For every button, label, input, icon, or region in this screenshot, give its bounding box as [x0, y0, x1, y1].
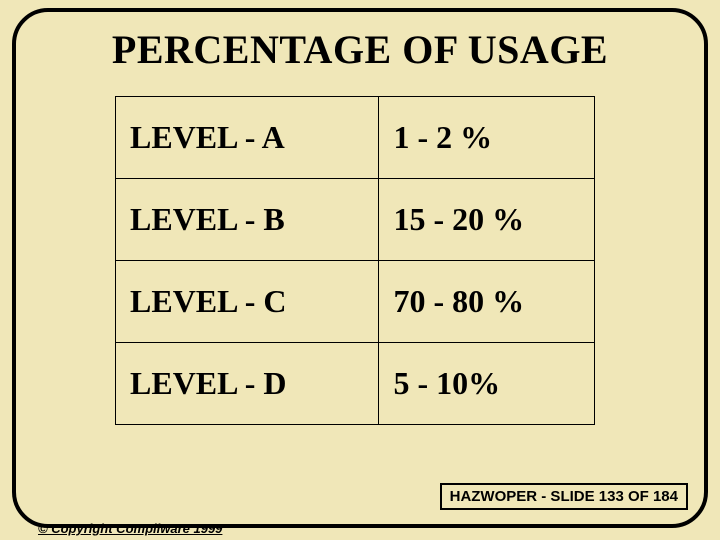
percent-cell: 1 - 2 % [379, 97, 595, 179]
level-cell: LEVEL - D [116, 343, 379, 425]
table-row: LEVEL - A 1 - 2 % [116, 97, 595, 179]
copyright-text: © Copyright Compliware 1999 [38, 521, 222, 536]
table-row: LEVEL - D 5 - 10% [116, 343, 595, 425]
percent-cell: 70 - 80 % [379, 261, 595, 343]
level-cell: LEVEL - C [116, 261, 379, 343]
level-cell: LEVEL - B [116, 179, 379, 261]
level-cell: LEVEL - A [116, 97, 379, 179]
percent-cell: 5 - 10% [379, 343, 595, 425]
usage-table: LEVEL - A 1 - 2 % LEVEL - B 15 - 20 % LE… [115, 96, 595, 425]
table-row: LEVEL - C 70 - 80 % [116, 261, 595, 343]
slide-number-box: HAZWOPER - SLIDE 133 OF 184 [440, 483, 688, 510]
page-title: PERCENTAGE OF USAGE [0, 26, 720, 73]
table-row: LEVEL - B 15 - 20 % [116, 179, 595, 261]
percent-cell: 15 - 20 % [379, 179, 595, 261]
